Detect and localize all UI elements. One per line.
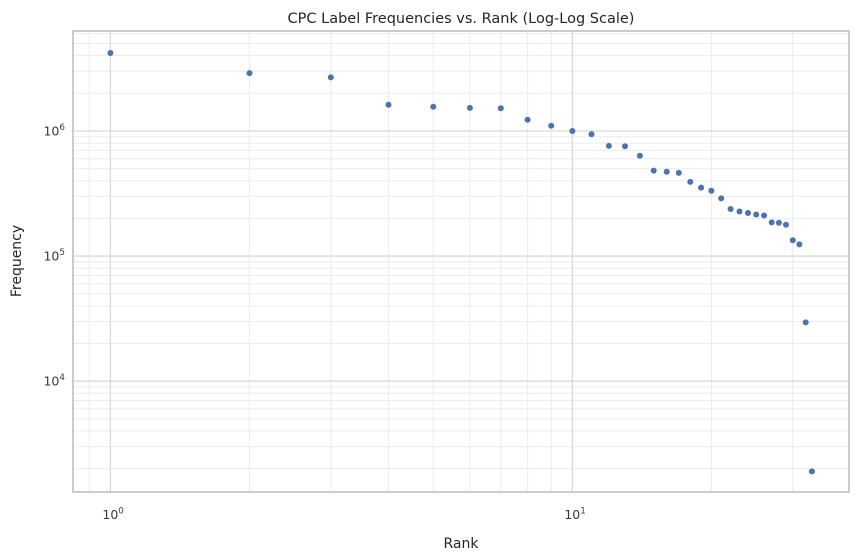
data-point [107, 50, 114, 56]
data-point [675, 169, 682, 176]
data-point [622, 143, 628, 150]
data-point [636, 152, 643, 159]
x-axis-label: Rank [444, 536, 480, 552]
x-tick-label: 100 [102, 507, 124, 523]
data-point [548, 122, 555, 129]
ticks-layer: 100 101 106 105 104 [43, 123, 585, 522]
data-point [796, 241, 803, 248]
data-point [808, 468, 815, 475]
data-point [789, 237, 796, 244]
data-point [718, 195, 725, 202]
data-point [650, 167, 657, 174]
data-point [663, 168, 670, 175]
data-point [327, 74, 334, 81]
plot-border [72, 30, 850, 493]
y-axis-label: Frequency [9, 225, 25, 297]
data-point [246, 70, 253, 77]
data-point [687, 178, 694, 185]
data-point [761, 212, 768, 219]
data-point [753, 211, 760, 218]
data-point [736, 208, 743, 215]
y-tick-label: 106 [43, 123, 65, 139]
data-points [107, 50, 815, 475]
y-tick-label: 105 [43, 248, 65, 264]
data-point [802, 319, 809, 326]
data-point [524, 116, 531, 123]
data-point [588, 131, 595, 138]
x-tick-label: 101 [564, 507, 586, 523]
y-tick-label: 104 [43, 373, 65, 389]
chart-title: CPC Label Frequencies vs. Rank (Log-Log … [288, 11, 635, 27]
data-point [497, 105, 504, 112]
data-point [768, 219, 775, 226]
data-point [569, 128, 576, 134]
data-point [783, 221, 789, 228]
grid-layer [73, 31, 849, 492]
data-point [430, 103, 437, 110]
data-point [745, 210, 751, 216]
data-point [775, 219, 782, 226]
data-point [466, 104, 473, 111]
data-point [605, 142, 612, 149]
data-point [708, 187, 715, 194]
data-point [698, 184, 705, 191]
data-point [727, 206, 734, 212]
data-point [385, 101, 392, 108]
